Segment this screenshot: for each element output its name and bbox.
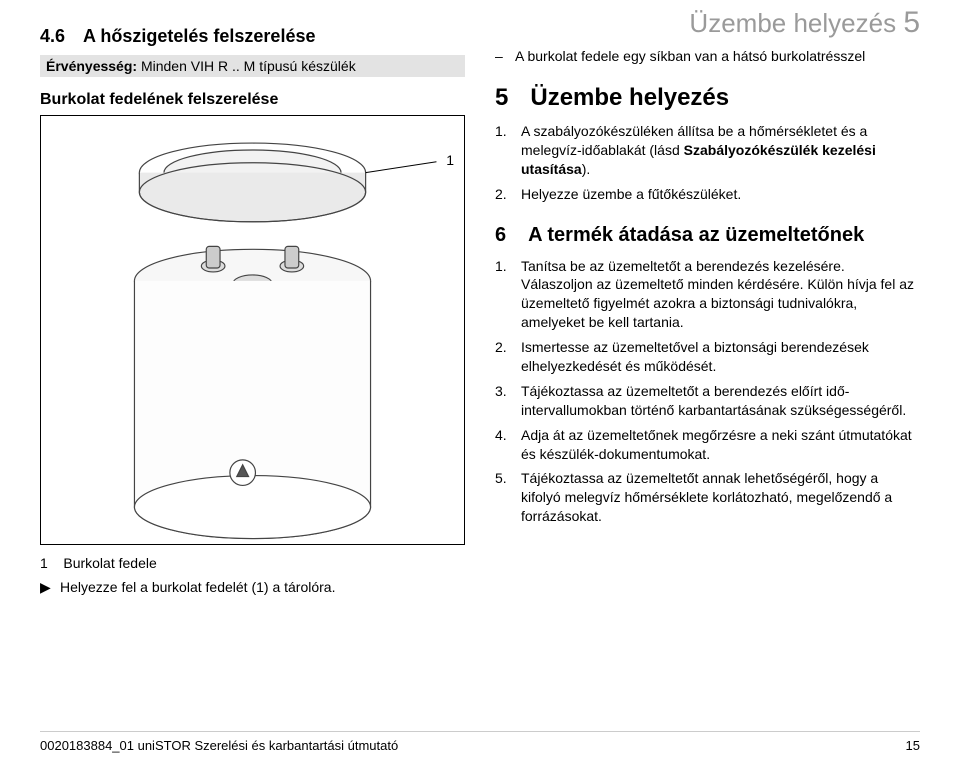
section-6-list: 1.Tanítsa be az üzemeltetőt a berendezés… [495,257,920,527]
validity-value: Minden VIH R .. M típusú készülék [141,58,356,74]
page: Üzembe helyezés 5 4.6 A hőszigetelés fel… [0,0,960,765]
section-6-number: 6 [495,224,506,247]
list5-item-1-text: A szabályozókészüléken állítsa be a hőmé… [521,122,920,179]
section-6-title: A termék átadása az üzemeltetőnek [528,224,864,247]
list6-item-1: 1.Tanítsa be az üzemeltetőt a berendezés… [495,257,920,333]
running-header-chapter: 5 [903,6,920,39]
section-5-title: Üzembe helyezés [530,84,729,112]
legend-text: Burkolat fedele [63,555,156,571]
instruction-bullet: ▶ Helyezze fel a burkolat fedelét (1) a … [40,579,465,596]
list6-item-4: 4. Adja át az üzemeltetőnek megőrzésre a … [495,426,920,464]
dash-marker: – [495,48,505,64]
section-5-list: 1. A szabályozókészüléken állítsa be a h… [495,122,920,204]
list5-item-2-num: 2. [495,185,511,204]
list6-2-num: 2. [495,338,511,376]
section-heading-4-6: 4.6 A hőszigetelés felszerelése [40,26,465,47]
list6-item-3: 3. Tájékoztassa az üzemeltetőt a berendez… [495,382,920,420]
two-column-layout: 4.6 A hőszigetelés felszerelése Érvényes… [40,26,920,602]
list5-item-2: 2. Helyezze üzembe a fűtőkészüléket. [495,185,920,204]
list6-1-num: 1. [495,257,511,333]
legend-number: 1 [40,555,48,571]
list5-item-1: 1. A szabályozókészüléken állítsa be a h… [495,122,920,179]
list6-3-text: Tájékoztassa az üzemeltetőt a berendezés… [521,382,920,420]
list5-item-1-tail: ). [582,161,591,177]
list6-1-text: Tanítsa be az üzemeltetőt a berendezés k… [521,257,920,333]
list6-4-text: Adja át az üzemeltetőnek megőrzésre a ne… [521,426,920,464]
list6-4-num: 4. [495,426,511,464]
running-header-text: Üzembe helyezés [689,8,896,38]
list6-item-2: 2. Ismertesse az üzemeltetővel a biztonsá… [495,338,920,376]
left-column: 4.6 A hőszigetelés felszerelése Érvényes… [40,26,465,602]
bullet-marker: ▶ [40,579,52,596]
validity-bar: Érvényesség: Minden VIH R .. M típusú ké… [40,55,465,77]
list6-5-num: 5. [495,469,511,526]
list5-item-1-num: 1. [495,122,511,179]
cylinder-illustration [41,116,464,544]
bullet-text-content: Helyezze fel a burkolat fedelét (1) a tá… [60,579,335,595]
list6-5-text: Tájékoztassa az üzemeltetőt annak lehető… [521,469,920,526]
list6-2-text: Ismertesse az üzemeltetővel a biztonsági… [521,338,920,376]
running-header: Üzembe helyezés 5 [689,6,920,40]
list5-item-2-text: Helyezze üzembe a fűtőkészüléket. [521,185,920,204]
section-6-heading: 6 A termék átadása az üzemeltetőnek [495,224,920,247]
footer-doc-id: 0020183884_01 uniSTOR Szerelési és karba… [40,738,398,753]
section-5-heading: 5 Üzembe helyezés [495,84,920,112]
list6-3-num: 3. [495,382,511,420]
subheading-burkolat: Burkolat fedelének felszerelése [40,91,465,109]
right-column: – A burkolat fedele egy síkban van a hát… [495,26,920,602]
continuation-note: – A burkolat fedele egy síkban van a hát… [495,48,920,64]
section-number: 4.6 [40,26,65,47]
figure-callout-1: 1 [446,152,454,168]
bullet-text: Helyezze fel a burkolat fedelét (1) a tá… [60,579,335,596]
figure-container: 1 [40,115,465,545]
validity-label: Érvényesség: [46,58,137,74]
section-title: A hőszigetelés felszerelése [83,26,315,47]
continuation-text: A burkolat fedele egy síkban van a hátsó… [515,48,865,64]
figure-legend: 1 Burkolat fedele [40,555,465,571]
section-5-number: 5 [495,84,508,112]
footer-page-number: 15 [906,738,920,753]
list6-item-5: 5.Tájékoztassa az üzemeltetőt annak lehe… [495,469,920,526]
page-footer: 0020183884_01 uniSTOR Szerelési és karba… [40,731,920,753]
